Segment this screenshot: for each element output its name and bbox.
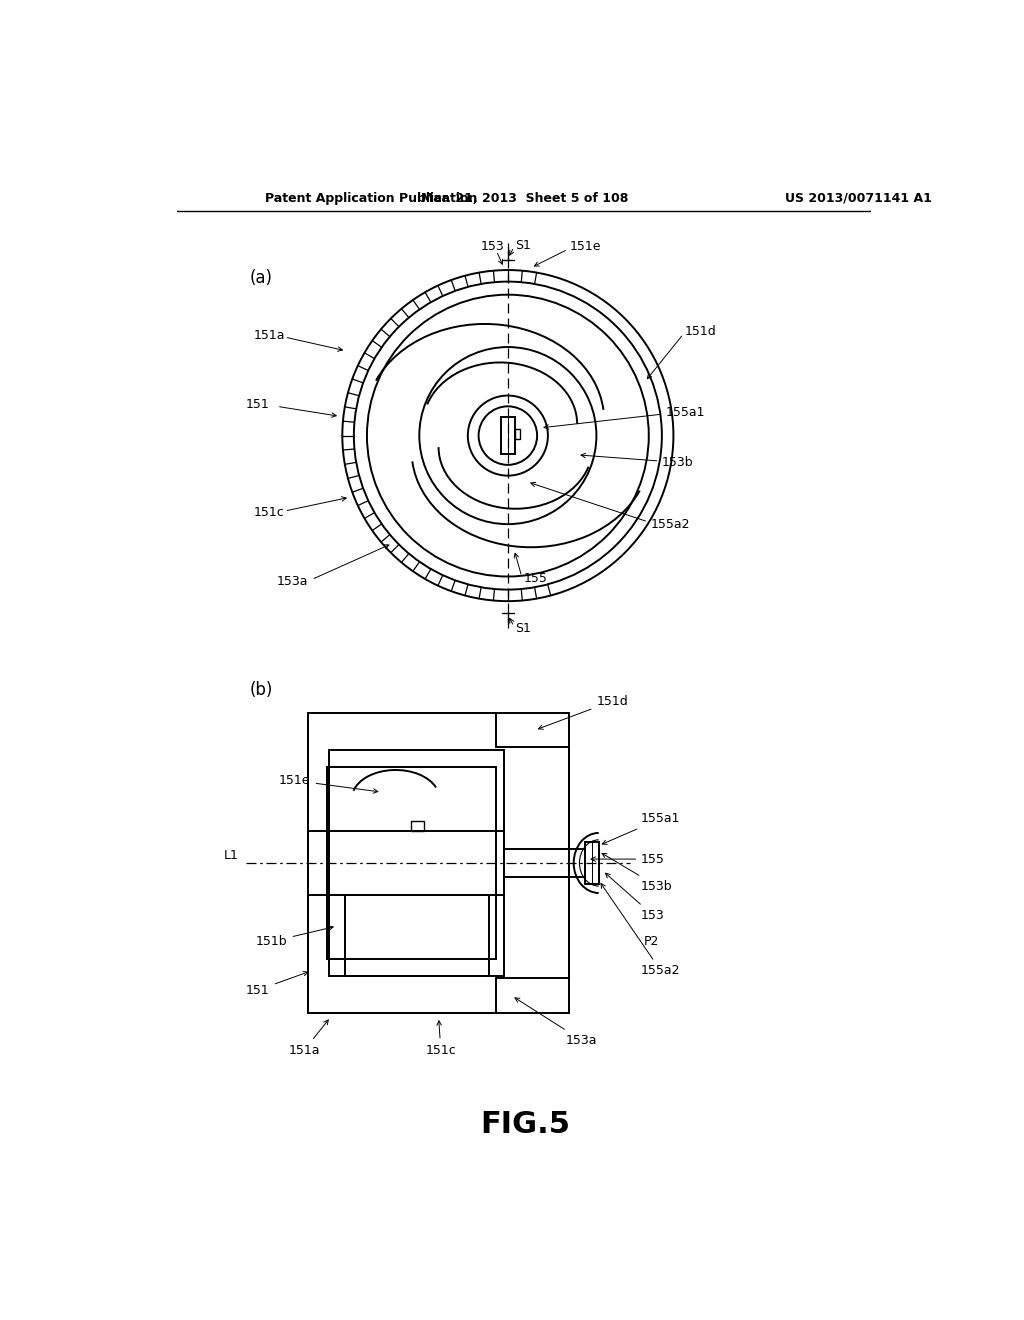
- Text: (a): (a): [250, 269, 273, 286]
- Bar: [307, 713, 569, 1014]
- Bar: [330, 750, 504, 977]
- Text: FIG.5: FIG.5: [480, 1110, 569, 1139]
- Bar: [515, 429, 520, 438]
- Text: 155: 155: [523, 572, 547, 585]
- Text: 151d: 151d: [685, 325, 717, 338]
- Text: 151: 151: [246, 399, 269, 412]
- Bar: [345, 895, 488, 977]
- Text: 153: 153: [605, 874, 665, 921]
- Text: 151a: 151a: [254, 329, 286, 342]
- Text: US 2013/0071141 A1: US 2013/0071141 A1: [785, 191, 932, 205]
- Text: 153: 153: [481, 240, 505, 253]
- Bar: [327, 767, 497, 960]
- Text: L1: L1: [223, 849, 239, 862]
- Text: 155a2: 155a2: [601, 883, 681, 977]
- Text: S1: S1: [515, 239, 531, 252]
- Text: 151a: 151a: [289, 1020, 329, 1056]
- Text: S1: S1: [515, 622, 531, 635]
- Text: Patent Application Publication: Patent Application Publication: [265, 191, 477, 205]
- Bar: [411, 821, 425, 830]
- Text: 151c: 151c: [425, 1020, 457, 1056]
- Text: 155a1: 155a1: [666, 407, 706, 418]
- Bar: [585, 842, 599, 884]
- Text: 151e: 151e: [569, 240, 601, 253]
- Text: 153b: 153b: [602, 853, 673, 892]
- Text: P2: P2: [643, 935, 658, 948]
- Text: Mar. 21, 2013  Sheet 5 of 108: Mar. 21, 2013 Sheet 5 of 108: [421, 191, 629, 205]
- Bar: [307, 830, 504, 895]
- Text: 151d: 151d: [539, 694, 628, 730]
- Text: 151: 151: [246, 972, 308, 997]
- Text: 153b: 153b: [662, 455, 693, 469]
- Text: 153a: 153a: [276, 576, 308, 589]
- Text: 155: 155: [591, 853, 665, 866]
- Bar: [501, 417, 515, 454]
- Text: 151e: 151e: [280, 774, 378, 793]
- Text: (b): (b): [250, 681, 273, 698]
- Text: 151c: 151c: [254, 506, 285, 519]
- Text: 155a1: 155a1: [602, 812, 681, 845]
- Text: 151b: 151b: [256, 925, 333, 948]
- Text: 153a: 153a: [515, 998, 597, 1047]
- Text: 155a2: 155a2: [650, 517, 690, 531]
